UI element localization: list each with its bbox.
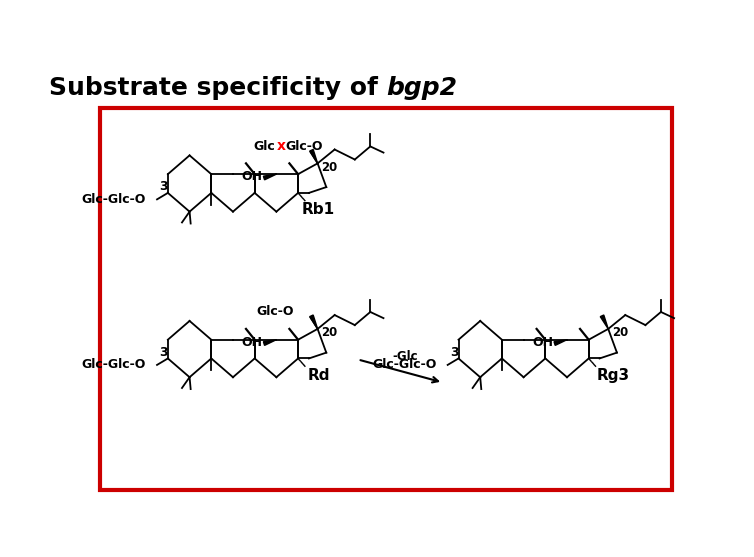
Text: Glc-O: Glc-O [285,140,323,153]
Polygon shape [554,340,567,345]
Polygon shape [263,174,277,180]
Text: -Glc: -Glc [393,350,418,363]
Polygon shape [263,340,277,345]
Text: Glc: Glc [253,140,275,153]
Text: Glc-Glc-O: Glc-Glc-O [81,358,146,371]
Text: OH: OH [241,335,262,349]
Text: bgp2: bgp2 [386,76,458,100]
Text: Glc-Glc-O: Glc-Glc-O [81,193,146,206]
Text: Glc-O: Glc-O [257,305,294,319]
Text: Rb1: Rb1 [302,202,335,217]
Text: 3: 3 [160,180,168,193]
Text: 20: 20 [321,326,338,339]
Text: OH: OH [241,170,262,183]
Polygon shape [600,315,608,329]
Bar [100,108,673,490]
Text: 20: 20 [321,161,338,174]
Text: 20: 20 [612,326,628,339]
Text: Substrate specificity of: Substrate specificity of [49,76,386,100]
Text: 3: 3 [160,346,168,359]
Text: OH: OH [532,335,553,349]
Text: Rd: Rd [308,368,329,383]
Polygon shape [310,315,317,329]
Text: 3: 3 [450,346,459,359]
Polygon shape [310,149,317,163]
Text: Glc-Glc-O: Glc-Glc-O [372,358,437,371]
Text: x: x [277,139,286,153]
Text: Rg3: Rg3 [596,368,630,383]
